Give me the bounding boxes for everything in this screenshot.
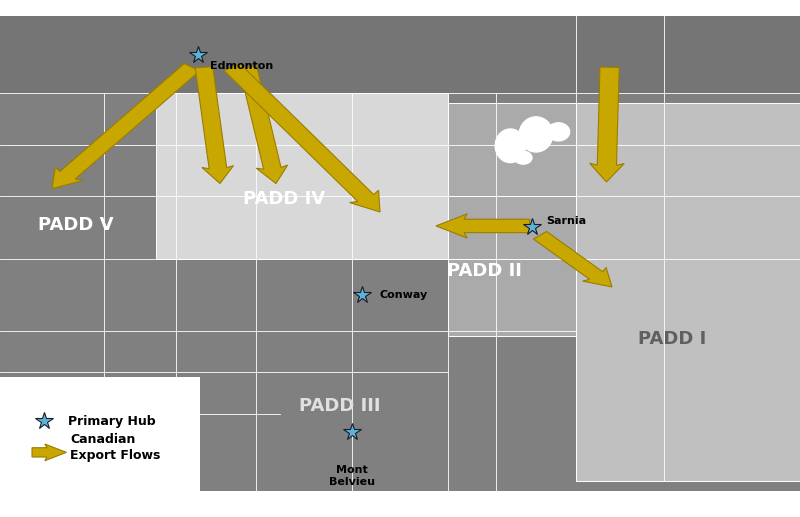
Polygon shape [448, 103, 576, 336]
FancyArrow shape [534, 232, 612, 287]
Text: PADD III: PADD III [299, 397, 381, 415]
FancyArrow shape [590, 67, 624, 182]
FancyArrow shape [32, 444, 66, 461]
Polygon shape [156, 93, 448, 258]
Ellipse shape [519, 117, 553, 152]
Text: PADD IV: PADD IV [243, 190, 325, 208]
Bar [0, 377, 200, 517]
Text: Sarnia: Sarnia [546, 216, 586, 226]
FancyArrow shape [52, 64, 200, 189]
Ellipse shape [547, 123, 570, 141]
Text: Conway: Conway [380, 290, 428, 300]
Text: PADD II: PADD II [446, 263, 522, 280]
Ellipse shape [495, 129, 526, 163]
FancyArrow shape [195, 67, 234, 184]
Text: Canadian
Export Flows: Canadian Export Flows [70, 433, 161, 462]
Text: PADD I: PADD I [638, 330, 706, 347]
Text: Edmonton: Edmonton [210, 60, 274, 71]
Bar [0, 16, 800, 93]
Ellipse shape [514, 151, 532, 164]
Text: Primary Hub: Primary Hub [68, 415, 156, 428]
FancyArrow shape [436, 214, 530, 238]
Polygon shape [576, 103, 800, 481]
FancyArrow shape [224, 64, 380, 212]
Text: PADD V: PADD V [38, 216, 114, 234]
Text: Mont
Belvieu: Mont Belvieu [329, 465, 375, 487]
FancyArrow shape [239, 66, 287, 184]
